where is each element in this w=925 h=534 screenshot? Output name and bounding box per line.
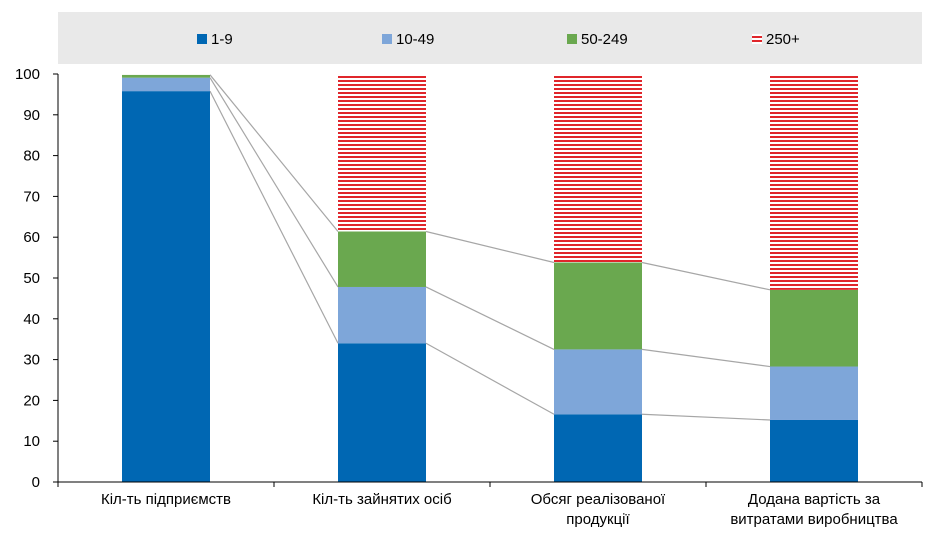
connector-line-2-3 bbox=[641, 348, 771, 368]
y-tick-label-80: 80 bbox=[23, 148, 40, 165]
legend-swatch-1-9 bbox=[197, 34, 207, 44]
y-tick-label-10: 10 bbox=[23, 433, 40, 450]
y-tick-label-70: 70 bbox=[23, 188, 40, 205]
y-tick-label-100: 100 bbox=[15, 66, 40, 83]
y-tick-label-40: 40 bbox=[23, 311, 40, 328]
legend-label-1-9: 1-9 bbox=[211, 31, 233, 48]
connector-lines bbox=[209, 74, 771, 421]
y-tick-label-0: 0 bbox=[32, 474, 40, 491]
bar-segment-2-1-9 bbox=[338, 343, 426, 482]
bar-segment-4-1-9 bbox=[770, 419, 858, 482]
y-axis-ticks: 0 10 20 30 40 50 60 70 80 90 100 bbox=[15, 66, 58, 491]
connector-line-1-3 bbox=[641, 413, 771, 421]
bar-segment-1-10-49 bbox=[122, 77, 210, 92]
y-tick-label-60: 60 bbox=[23, 229, 40, 246]
y-tick-label-20: 20 bbox=[23, 392, 40, 409]
connector-line-1-2 bbox=[425, 342, 555, 415]
bar-segment-1-1-9 bbox=[122, 91, 210, 483]
bar-segment-1-250+ bbox=[122, 74, 210, 75]
bar-segment-4-50-249 bbox=[770, 289, 858, 367]
legend-swatch-10-49 bbox=[382, 34, 392, 44]
bar-segment-3-50-249 bbox=[554, 262, 642, 350]
y-tick-label-50: 50 bbox=[23, 270, 40, 287]
bar-segment-3-250+ bbox=[554, 74, 642, 263]
connector-line-3-3 bbox=[641, 261, 771, 291]
y-tick-label-30: 30 bbox=[23, 352, 40, 369]
category-label-3: Обсяг реалізованої bbox=[531, 491, 666, 508]
y-tick-label-90: 90 bbox=[23, 107, 40, 124]
category-label-3: продукції bbox=[566, 511, 630, 528]
legend-label-10-49: 10-49 bbox=[396, 31, 434, 48]
bar-segment-2-250+ bbox=[338, 74, 426, 232]
bar-segment-4-10-49 bbox=[770, 366, 858, 420]
legend-label-50-249: 50-249 bbox=[581, 31, 628, 48]
bar-segment-3-1-9 bbox=[554, 414, 642, 482]
category-label-2: Кіл-ть зайнятих осіб bbox=[312, 491, 451, 508]
legend-swatch-50-249 bbox=[567, 34, 577, 44]
bar-segment-3-10-49 bbox=[554, 349, 642, 415]
connector-line-1-1 bbox=[209, 90, 339, 344]
connector-line-2-1 bbox=[209, 77, 339, 288]
legend: 1-9 10-49 50-249 250+ bbox=[197, 31, 800, 48]
bar-segment-4-250+ bbox=[770, 74, 858, 290]
bars bbox=[122, 74, 858, 483]
category-label-4: витратами виробництва bbox=[730, 511, 898, 528]
bar-segment-2-50-249 bbox=[338, 231, 426, 287]
category-label-1: Кіл-ть підприємств bbox=[101, 491, 231, 508]
legend-swatch-250+ bbox=[752, 34, 762, 44]
connector-line-3-2 bbox=[425, 230, 555, 264]
legend-label-250+: 250+ bbox=[766, 31, 800, 48]
bar-segment-2-10-49 bbox=[338, 286, 426, 344]
connector-line-2-2 bbox=[425, 286, 555, 350]
connector-line-3-1 bbox=[209, 74, 339, 232]
category-label-4: Додана вартість за bbox=[748, 491, 881, 508]
bar-segment-1-50-249 bbox=[122, 74, 210, 78]
x-axis-labels: Кіл-ть підприємств Кіл-ть зайнятих осіб Об… bbox=[101, 491, 898, 528]
